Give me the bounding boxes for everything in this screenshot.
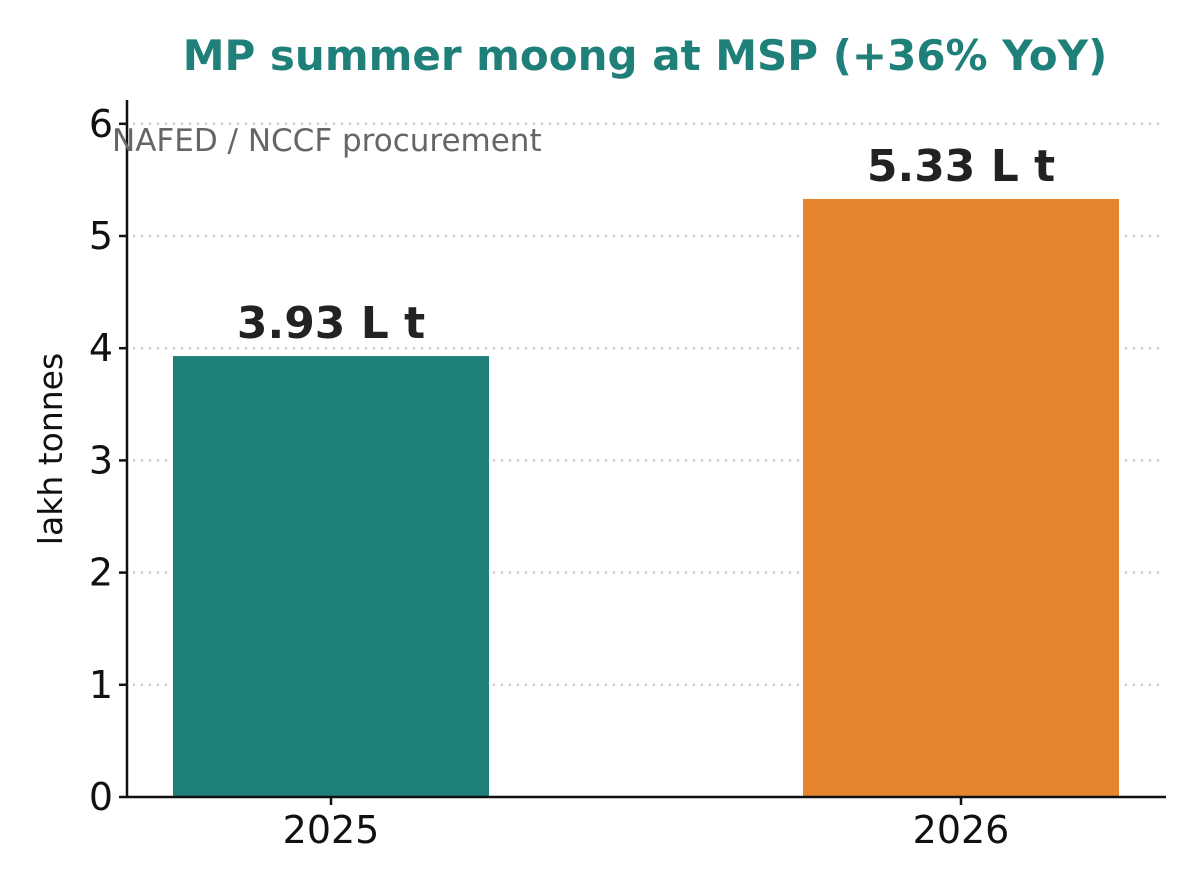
x-tick-label: 2026 [913,808,1010,852]
bar-value-labels: 3.93 L t 5.33 L t [237,141,1055,349]
y-tick-label: 2 [89,551,113,595]
bars [173,198,1119,797]
x-tick-label: 2025 [283,808,380,852]
y-axis-label: lakh tonnes [31,353,70,545]
chart-subtitle: NAFED / NCCF procurement [112,123,542,159]
bar-value-label: 3.93 L t [237,298,425,349]
y-tick-label: 4 [89,326,113,370]
x-axis-ticks: 2025 2026 [283,797,1010,852]
y-tick-label: 0 [89,775,113,819]
grid-lines [133,122,1160,687]
y-tick-label: 3 [89,438,113,482]
y-tick-label: 6 [89,102,113,146]
y-axis-ticks: 0 1 2 3 4 5 6 [89,102,127,819]
bar-2026 [803,198,1119,797]
chart-title: MP summer moong at MSP (+36% YoY) [183,31,1108,80]
bar-2025 [173,356,489,797]
bar-value-label: 5.33 L t [867,141,1055,192]
y-tick-label: 5 [89,214,113,258]
y-tick-label: 1 [89,663,113,707]
